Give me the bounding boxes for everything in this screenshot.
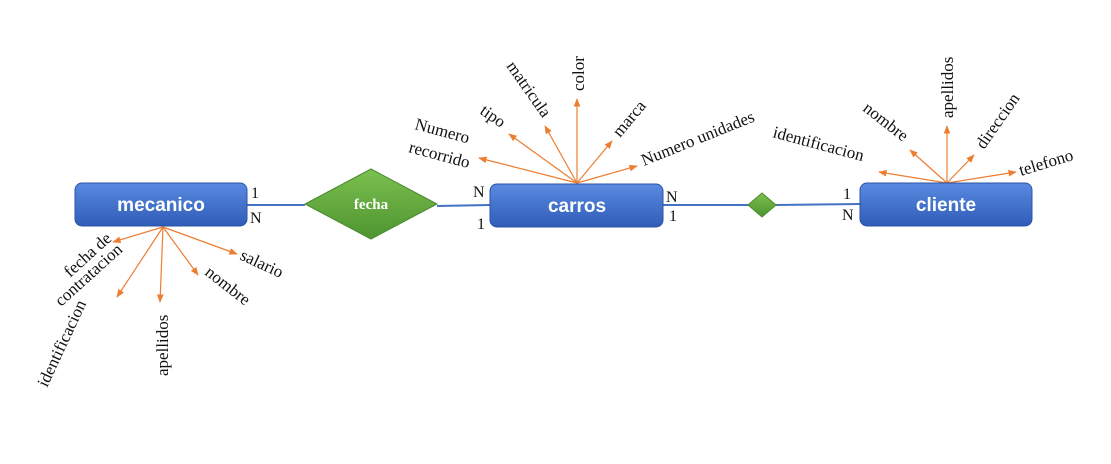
- relationship-fecha-label: fecha: [354, 197, 389, 213]
- arrow-mecanico-identificacion: [116, 226, 164, 298]
- entity-mecanico-label: mecanico: [117, 195, 205, 216]
- attr-cliente-nombre: nombre: [860, 98, 913, 145]
- attr-cliente-apellidos: apellidos: [938, 57, 957, 118]
- attr-cliente-identificacion: identificacion: [771, 123, 867, 166]
- card-fecha-carros-bottom: 1: [477, 216, 485, 233]
- entity-carros-label: carros: [548, 196, 606, 217]
- relationship-fecha-diamond: [303, 168, 439, 240]
- attr-cliente-direccion: direccion: [972, 89, 1024, 152]
- arrow-cliente-nombre: [909, 149, 948, 184]
- arrow-carros-numero-unidades: [576, 164, 638, 184]
- card-carros-rel-bottom: 1: [669, 208, 677, 225]
- attr-carros-color: color: [569, 56, 588, 91]
- arrow-mecanico-fecha-contratacion: [112, 226, 164, 244]
- arrow-carros-tipo: [508, 133, 578, 184]
- attr-mecanico-apellidos: apellidos: [153, 315, 172, 376]
- arrow-cliente-direccion: [946, 154, 975, 184]
- relationship-fecha[interactable]: fecha: [303, 168, 439, 240]
- card-mecanico-fecha-top: 1: [251, 185, 259, 202]
- attr-carros-matricula: matricula: [503, 57, 556, 121]
- arrow-carros-matricula: [544, 125, 578, 184]
- attr-mecanico-identificacion: identificacion: [33, 297, 90, 390]
- connectors: [247, 203, 861, 207]
- relationship-carros-cliente[interactable]: [747, 192, 777, 218]
- arrow-mecanico-salario: [162, 226, 238, 255]
- arrow-carros-marca: [576, 140, 613, 184]
- entity-cliente-label: cliente: [916, 195, 976, 216]
- mecanico-attribute-arrows: [112, 226, 238, 303]
- entity-cliente[interactable]: cliente: [859, 182, 1033, 227]
- arrow-mecanico-nombre: [162, 226, 199, 276]
- cliente-attribute-arrows: [878, 125, 1017, 184]
- cardinalities: 1 N N 1 N 1 1 N: [250, 184, 854, 233]
- arrow-cliente-identificacion: [878, 169, 948, 184]
- connector-diamond-cliente: [775, 203, 861, 206]
- arrow-carros-numero-recorrido: [478, 156, 578, 184]
- attr-carros-tipo: tipo: [477, 101, 510, 132]
- entity-carros[interactable]: carros: [489, 183, 664, 228]
- entity-mecanico[interactable]: mecanico: [74, 182, 248, 227]
- entity-cliente-box: [859, 182, 1033, 227]
- card-rel-cliente-bottom: N: [842, 207, 854, 224]
- card-rel-cliente-top: 1: [843, 186, 851, 203]
- entity-carros-box: [489, 183, 664, 228]
- card-carros-rel-top: N: [666, 189, 678, 206]
- arrow-cliente-telefono: [946, 169, 1017, 184]
- card-fecha-carros-top: N: [473, 184, 485, 201]
- carros-attribute-arrows: [478, 98, 638, 184]
- entity-mecanico-box: [74, 182, 248, 227]
- attr-mecanico-nombre: nombre: [202, 262, 255, 309]
- connector-fecha-carros: [436, 204, 491, 207]
- carros-attributes: Numero recorrido tipo matricula color ma…: [407, 56, 757, 172]
- card-mecanico-fecha-bottom: N: [250, 210, 262, 227]
- arrow-mecanico-apellidos: [156, 226, 164, 303]
- attr-carros-marca: marca: [609, 96, 651, 140]
- mecanico-attributes: fecha de contratacion identificacion ape…: [33, 229, 286, 390]
- attr-carros-numero-unidades: Numero unidades: [638, 107, 757, 170]
- attr-mecanico-salario: salario: [237, 245, 286, 281]
- attr-cliente-telefono: telefono: [1017, 145, 1076, 179]
- relationship-carros-cliente-diamond: [747, 192, 777, 218]
